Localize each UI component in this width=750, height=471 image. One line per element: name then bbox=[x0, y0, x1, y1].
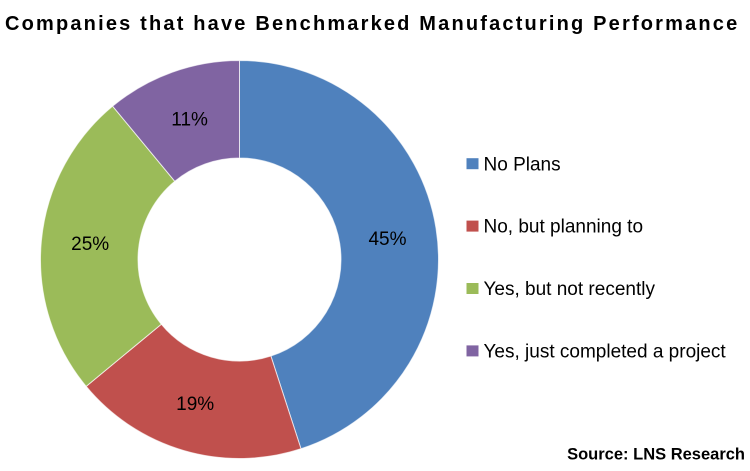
svg-text:Yes, but not recently: Yes, but not recently bbox=[484, 279, 656, 300]
svg-text:Companies that have Benchmarke: Companies that have Benchmarked Manufact… bbox=[5, 13, 739, 35]
svg-text:No, but planning to: No, but planning to bbox=[484, 217, 644, 238]
svg-text:11%: 11% bbox=[171, 110, 208, 131]
svg-text:19%: 19% bbox=[176, 394, 214, 415]
svg-text:Yes, just completed a project: Yes, just completed a project bbox=[484, 342, 727, 363]
svg-text:25%: 25% bbox=[71, 234, 109, 255]
svg-text:45%: 45% bbox=[368, 229, 406, 250]
svg-text:No Plans: No Plans bbox=[484, 154, 561, 175]
svg-text:Source: LNS Research: Source: LNS Research bbox=[567, 446, 745, 464]
